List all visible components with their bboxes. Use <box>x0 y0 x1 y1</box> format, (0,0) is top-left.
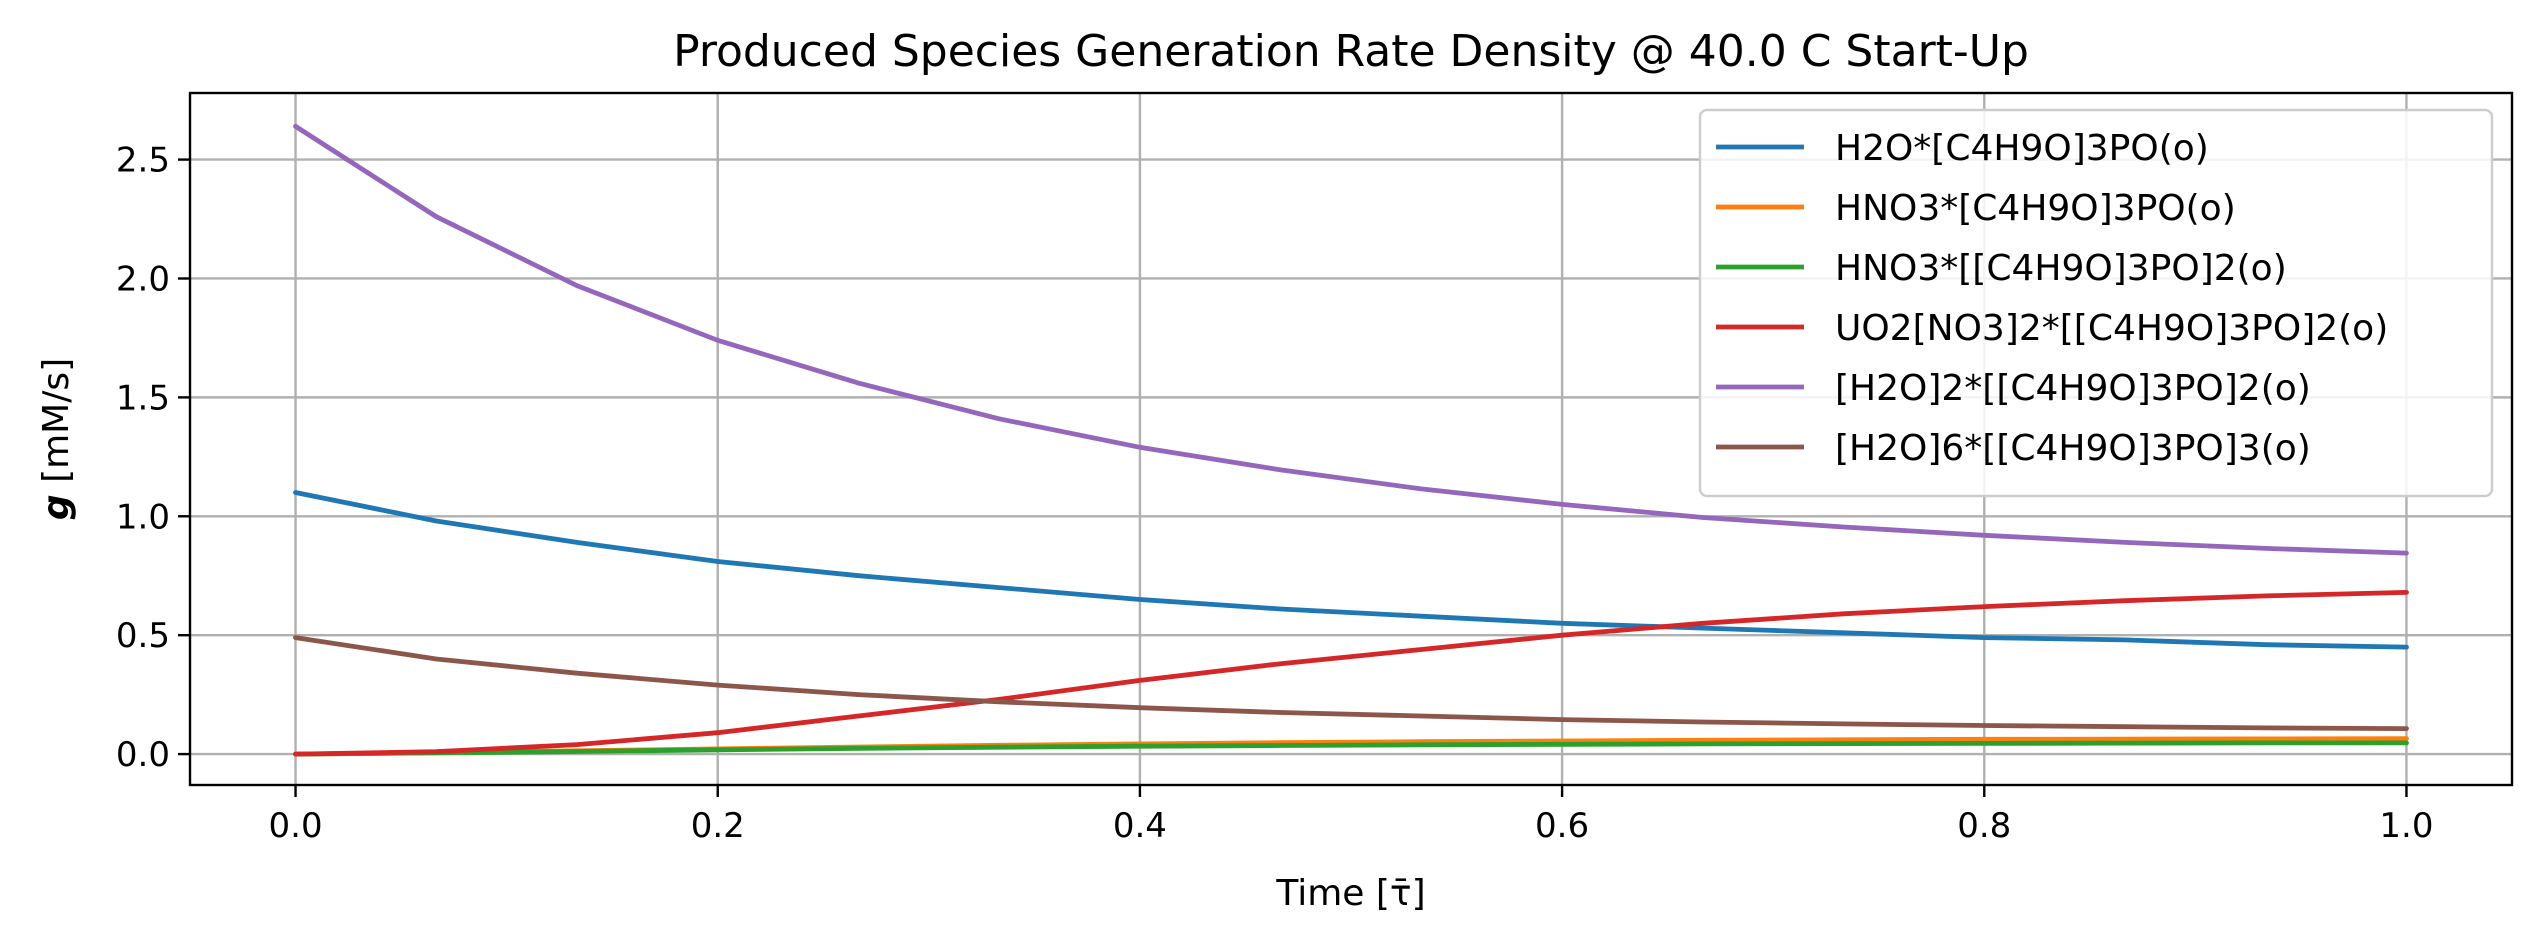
y-tick-label: 1.5 <box>116 378 170 418</box>
plot-lines <box>293 123 2409 757</box>
legend: H2O*[C4H9O]3PO(o) HNO3*[C4H9O]3PO(o) HNO3*… <box>1698 108 2494 498</box>
legend-box <box>1698 108 2494 498</box>
series-line <box>293 740 2409 757</box>
x-tick-label: 0.0 <box>269 806 323 846</box>
y-tick-label: 0.5 <box>116 616 170 656</box>
x-axis-label: Time [τ̄] <box>1275 873 1425 914</box>
legend-entry-label: UO2[NO3]2*[[C4H9O]3PO]2(o) <box>1835 308 2388 349</box>
y-tick-label: 0.0 <box>116 735 170 775</box>
series-line <box>293 635 2409 731</box>
series-line <box>293 123 2409 556</box>
legend-entry-label: [H2O]2*[[C4H9O]3PO]2(o) <box>1835 368 2311 409</box>
legend-entry-label: HNO3*[[C4H9O]3PO]2(o) <box>1835 248 2287 289</box>
x-tick-label: 0.4 <box>1113 806 1167 846</box>
legend-entry-label: H2O*[C4H9O]3PO(o) <box>1835 128 2209 169</box>
y-tick-label: 2.5 <box>116 141 170 181</box>
x-tick-label: 0.2 <box>691 806 745 846</box>
y-axis-label: g [mM/s] <box>36 358 77 520</box>
x-tick-label: 1.0 <box>2379 806 2433 846</box>
y-axis-symbol: g <box>36 494 77 520</box>
chart-title: Produced Species Generation Rate Density… <box>673 26 2029 77</box>
y-axis-units: [mM/s] <box>36 358 77 495</box>
y-tick-label: 2.0 <box>116 259 170 299</box>
legend-entry-label: [H2O]6*[[C4H9O]3PO]3(o) <box>1835 428 2311 469</box>
legend-entry-label: HNO3*[C4H9O]3PO(o) <box>1835 188 2236 229</box>
plot-frame <box>188 91 2514 787</box>
x-tick-label: 0.8 <box>1957 806 2011 846</box>
series-line <box>293 590 2409 757</box>
x-tick-label: 0.6 <box>1535 806 1589 846</box>
series-line <box>293 490 2409 650</box>
axis-ticks: 0.0 0.2 0.4 0.6 0.8 1.0 0.0 0.5 1.0 1.5 2.0 2.5 <box>116 141 2434 846</box>
y-tick-label: 1.0 <box>116 497 170 537</box>
